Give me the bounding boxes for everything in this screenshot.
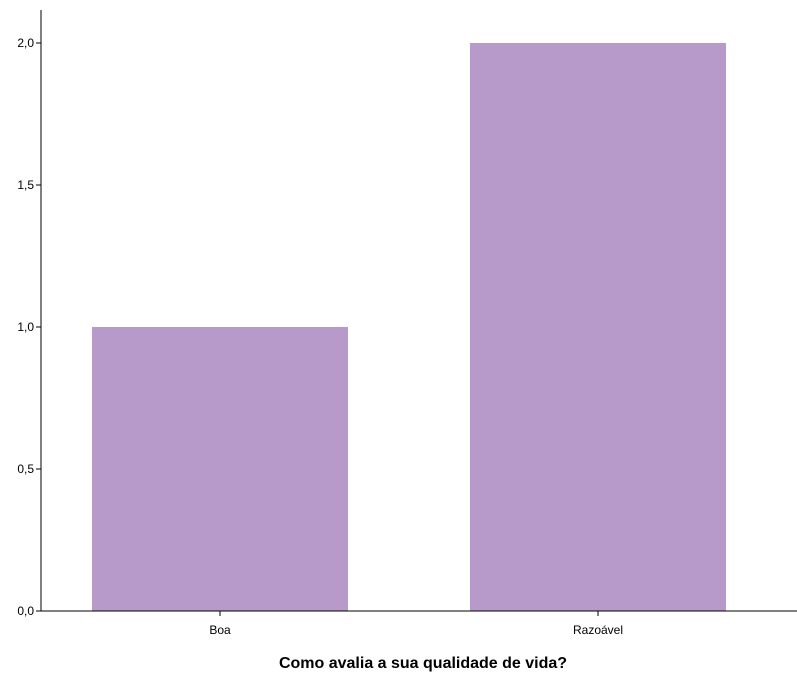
y-tick-label: 1,5 — [17, 178, 34, 192]
y-tick-label: 2,0 — [17, 36, 34, 50]
x-axis-title: Como avalia a sua qualidade de vida? — [279, 655, 567, 672]
axes-layer — [36, 10, 797, 616]
bars-layer — [92, 43, 726, 611]
y-tick-label: 0,5 — [17, 462, 34, 476]
labels-layer: Boa Razoável 0,0 0,5 1,0 1,5 2,0 — [17, 36, 623, 637]
bar-razoável — [470, 43, 726, 611]
x-tick-label: Razoável — [573, 623, 623, 637]
bar-boa — [92, 327, 348, 611]
x-tick-label: Boa — [209, 623, 231, 637]
y-tick-label: 1,0 — [17, 320, 34, 334]
y-tick-label: 0,0 — [17, 604, 34, 618]
